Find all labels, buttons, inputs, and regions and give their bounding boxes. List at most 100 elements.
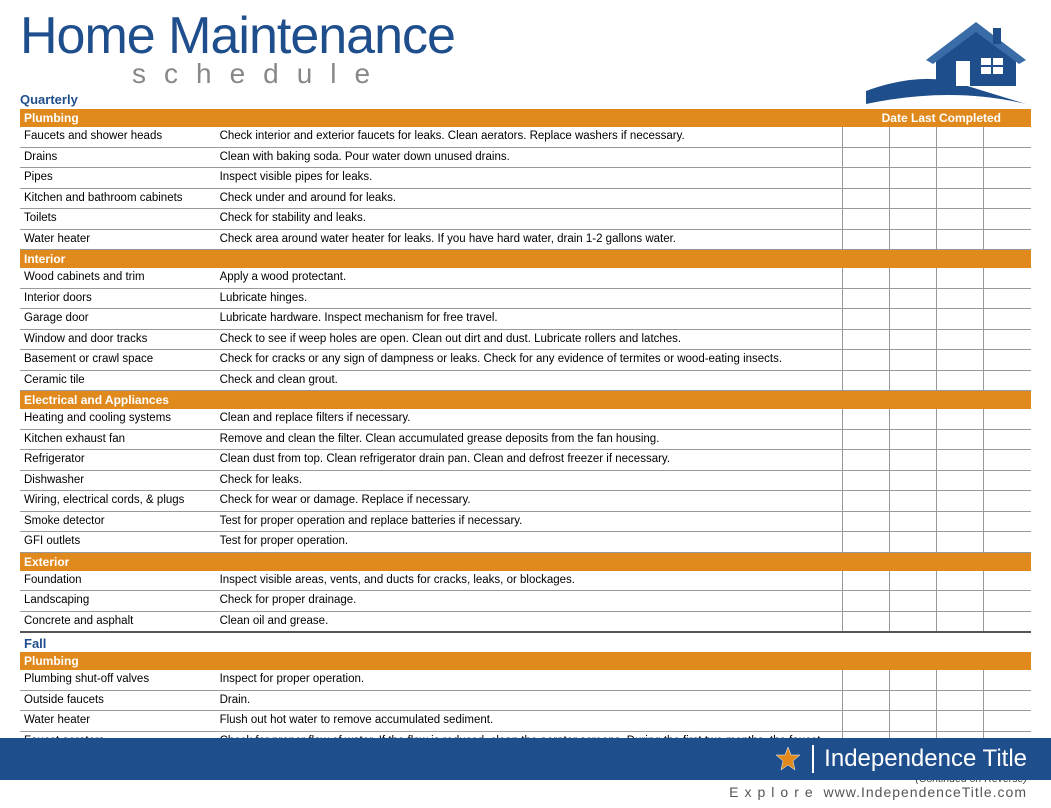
date-cell[interactable] (937, 288, 984, 309)
date-cell[interactable] (984, 370, 1031, 391)
date-cell[interactable] (842, 229, 889, 250)
date-cell[interactable] (937, 350, 984, 371)
date-cell[interactable] (842, 690, 889, 711)
date-cell[interactable] (890, 188, 937, 209)
date-cell[interactable] (937, 127, 984, 147)
date-cell[interactable] (890, 571, 937, 591)
date-cell[interactable] (890, 670, 937, 690)
date-cell[interactable] (842, 571, 889, 591)
date-cell[interactable] (842, 209, 889, 230)
date-cell[interactable] (984, 309, 1031, 330)
date-cell[interactable] (937, 188, 984, 209)
date-cell[interactable] (890, 168, 937, 189)
date-cell[interactable] (984, 329, 1031, 350)
date-cell[interactable] (984, 168, 1031, 189)
date-cell[interactable] (842, 370, 889, 391)
date-cell[interactable] (842, 670, 889, 690)
date-cell[interactable] (937, 309, 984, 330)
date-cell[interactable] (937, 268, 984, 288)
date-cell[interactable] (937, 429, 984, 450)
date-cell[interactable] (984, 571, 1031, 591)
date-cell[interactable] (984, 147, 1031, 168)
date-cell[interactable] (890, 370, 937, 391)
date-cell[interactable] (984, 188, 1031, 209)
date-cell[interactable] (890, 329, 937, 350)
date-cell[interactable] (842, 470, 889, 491)
date-cell[interactable] (984, 429, 1031, 450)
date-cell[interactable] (842, 147, 889, 168)
date-cell[interactable] (984, 532, 1031, 553)
date-cell[interactable] (842, 429, 889, 450)
date-cell[interactable] (890, 591, 937, 612)
date-cell[interactable] (984, 670, 1031, 690)
date-cell[interactable] (937, 511, 984, 532)
date-cell[interactable] (842, 491, 889, 512)
date-cell[interactable] (984, 229, 1031, 250)
date-cell[interactable] (842, 329, 889, 350)
date-cell[interactable] (937, 229, 984, 250)
date-cell[interactable] (842, 350, 889, 371)
date-cell[interactable] (937, 532, 984, 553)
date-cell[interactable] (937, 209, 984, 230)
date-cell[interactable] (937, 370, 984, 391)
date-cell[interactable] (937, 470, 984, 491)
date-cell[interactable] (842, 450, 889, 471)
date-cell[interactable] (842, 532, 889, 553)
date-cell[interactable] (890, 690, 937, 711)
date-cell[interactable] (890, 127, 937, 147)
date-cell[interactable] (984, 127, 1031, 147)
date-cell[interactable] (842, 168, 889, 189)
date-cell[interactable] (842, 268, 889, 288)
date-cell[interactable] (890, 350, 937, 371)
date-cell[interactable] (937, 611, 984, 632)
date-cell[interactable] (890, 532, 937, 553)
date-cell[interactable] (842, 591, 889, 612)
date-cell[interactable] (890, 288, 937, 309)
date-cell[interactable] (984, 711, 1031, 732)
date-cell[interactable] (890, 470, 937, 491)
date-cell[interactable] (890, 711, 937, 732)
date-cell[interactable] (984, 450, 1031, 471)
date-cell[interactable] (890, 611, 937, 632)
date-cell[interactable] (842, 127, 889, 147)
date-cell[interactable] (937, 591, 984, 612)
date-cell[interactable] (937, 450, 984, 471)
date-cell[interactable] (842, 511, 889, 532)
date-cell[interactable] (984, 470, 1031, 491)
date-cell[interactable] (890, 511, 937, 532)
date-cell[interactable] (984, 409, 1031, 429)
date-cell[interactable] (984, 350, 1031, 371)
date-cell[interactable] (984, 690, 1031, 711)
date-cell[interactable] (842, 188, 889, 209)
date-cell[interactable] (937, 690, 984, 711)
date-cell[interactable] (937, 491, 984, 512)
date-cell[interactable] (984, 491, 1031, 512)
date-cell[interactable] (890, 209, 937, 230)
date-cell[interactable] (890, 491, 937, 512)
date-cell[interactable] (890, 147, 937, 168)
date-cell[interactable] (984, 511, 1031, 532)
date-cell[interactable] (842, 611, 889, 632)
date-cell[interactable] (984, 268, 1031, 288)
date-cell[interactable] (937, 711, 984, 732)
date-cell[interactable] (842, 288, 889, 309)
date-cell[interactable] (937, 168, 984, 189)
date-cell[interactable] (890, 450, 937, 471)
date-cell[interactable] (937, 571, 984, 591)
date-cell[interactable] (890, 409, 937, 429)
date-cell[interactable] (890, 429, 937, 450)
date-cell[interactable] (842, 409, 889, 429)
date-cell[interactable] (937, 147, 984, 168)
date-cell[interactable] (984, 209, 1031, 230)
date-cell[interactable] (937, 329, 984, 350)
date-cell[interactable] (984, 288, 1031, 309)
date-cell[interactable] (890, 309, 937, 330)
date-cell[interactable] (984, 591, 1031, 612)
date-cell[interactable] (937, 670, 984, 690)
date-cell[interactable] (842, 711, 889, 732)
date-cell[interactable] (842, 309, 889, 330)
date-cell[interactable] (937, 409, 984, 429)
date-cell[interactable] (890, 229, 937, 250)
date-cell[interactable] (984, 611, 1031, 632)
date-cell[interactable] (890, 268, 937, 288)
